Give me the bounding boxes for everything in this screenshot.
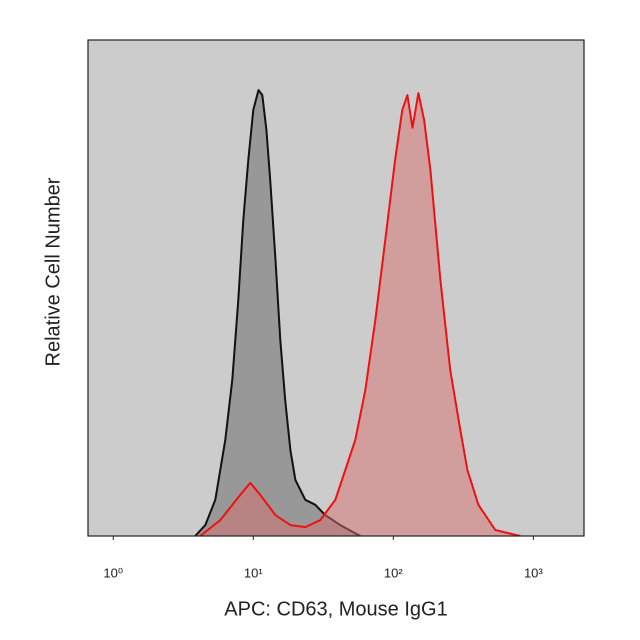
x-tick-label: 10⁰ [103, 565, 123, 580]
x-tick-label: 10² [384, 565, 403, 580]
x-tick-label: 10¹ [244, 565, 263, 580]
x-axis-label: APC: CD63, Mouse IgG1 [224, 598, 447, 620]
plot-area [88, 40, 584, 536]
area-fill [200, 93, 521, 536]
y-axis-label: Relative Cell Number [42, 177, 64, 366]
curve-line [194, 89, 361, 536]
curves [194, 89, 521, 536]
plot-frame [87, 39, 585, 537]
x-tick-label: 10³ [524, 565, 543, 580]
curve-line [199, 92, 521, 536]
